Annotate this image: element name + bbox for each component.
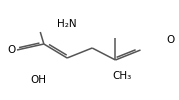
Text: H₂N: H₂N <box>57 19 77 29</box>
Text: OH: OH <box>30 75 47 85</box>
Text: O: O <box>7 45 15 55</box>
Text: O: O <box>166 35 175 45</box>
Text: CH₃: CH₃ <box>112 71 131 81</box>
